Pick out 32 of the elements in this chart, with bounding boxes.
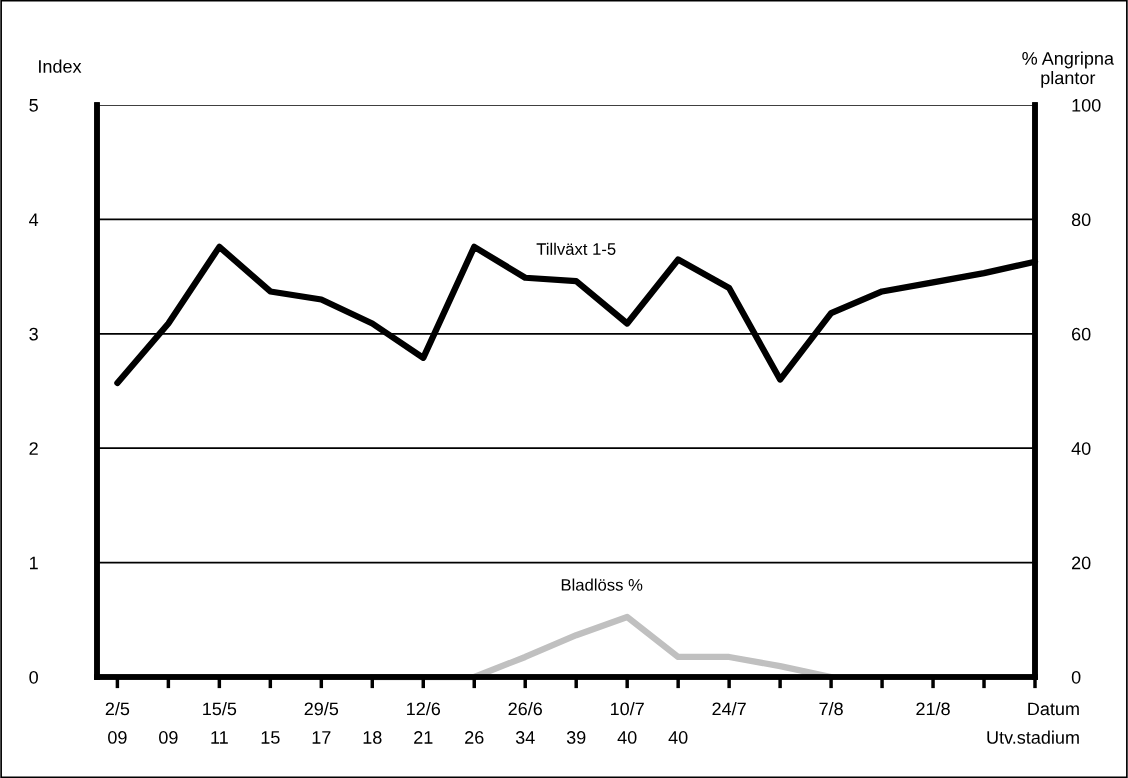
x-tick-label: 26/6 34 (508, 702, 542, 744)
x-tick-label: 2/5 09 (105, 702, 130, 744)
y-axis-title: Index (39, 59, 82, 73)
x-tick-label: 29/5 17 (304, 702, 339, 744)
y2-tick-label: 80 (1071, 213, 1091, 227)
y2-tick-label: 60 (1072, 327, 1091, 341)
y-tick-label: 3 (29, 327, 38, 341)
x-tick-label: 09 (159, 731, 178, 744)
y2-tick-label: 100 (1072, 98, 1101, 112)
y-tick-label: 5 (29, 99, 38, 112)
x-tick-label: 18 (363, 731, 382, 744)
series-label: Bladlöss % (561, 578, 643, 591)
y-tick-label: 0 (29, 670, 38, 684)
y2-tick-label: 0 (1071, 670, 1081, 684)
y-tick-label: 2 (29, 442, 38, 455)
y2-axis-title: % Angripna plantor (1022, 51, 1115, 88)
x-tick-label: 12/6 21 (407, 702, 441, 744)
y-tick-label: 4 (29, 213, 39, 226)
x-tick-label: 15 (261, 731, 280, 744)
y2-tick-label: 40 (1071, 442, 1091, 455)
series-label: Tillväxt 1-5 (536, 242, 616, 255)
x-tick-label: 10/7 40 (610, 702, 644, 744)
x-tick-label: 26 (465, 731, 484, 744)
x-tick-label: 15/5 11 (203, 702, 237, 744)
y2-tick-label: 20 (1072, 556, 1091, 570)
y-tick-label: 1 (30, 556, 38, 570)
x-tick-label: 7/8 (819, 702, 843, 716)
x-tick-label: 21/8 (916, 702, 950, 716)
x-tick-label: 39 (566, 731, 586, 744)
x-tick-label: 40 (668, 731, 688, 744)
x-tick-label: Datum Utv.stadium (987, 702, 1079, 744)
x-tick-label: 24/7 (712, 702, 746, 716)
